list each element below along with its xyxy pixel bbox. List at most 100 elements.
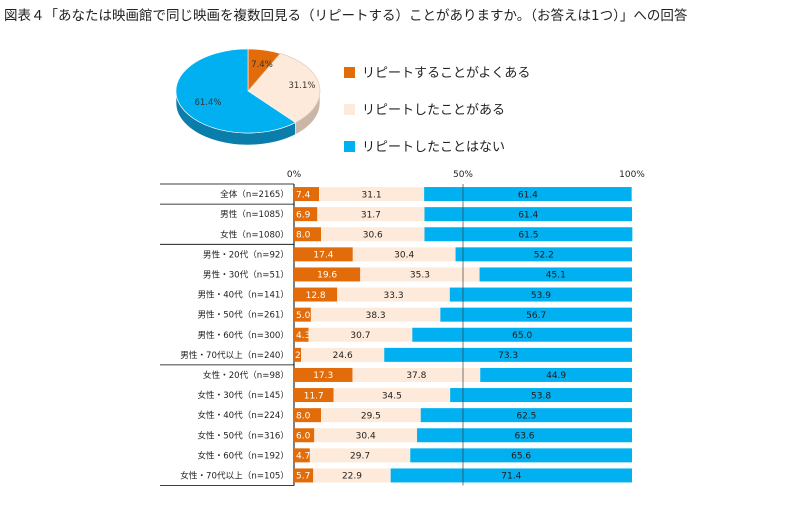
data-label-s2: 53.9 [531,291,551,301]
data-label-s0: 11.7 [304,391,324,401]
bar-segment-s1 [360,267,480,282]
row-label: 男性（n=1085） [220,208,289,220]
bar-segment-s2 [410,448,632,463]
x-tick-1: 50% [453,170,473,180]
data-label-s0: 8.0 [296,230,311,240]
data-label-s1: 35.3 [410,271,430,281]
data-label-s1: 30.7 [350,331,370,341]
bar-segment-s1 [310,307,441,322]
data-label-s2: 52.2 [534,251,554,261]
bar-segment-s0 [294,347,302,362]
pie-label-2: 61.4% [194,98,221,108]
row-label: 女性・60代（n=192） [197,449,289,461]
row-label: 男性・40代（n=141） [197,289,289,301]
data-label-s1: 31.7 [361,210,381,220]
row-label: 男性・60代（n=300） [197,329,289,341]
bar-segment-s1 [321,227,425,242]
row-label: 女性・30代（n=145） [197,389,289,401]
bar-segment-s0 [294,287,338,302]
bar-segment-s2 [424,227,633,242]
pie-slice-2 [175,48,297,134]
data-label-s0: 5.7 [296,472,310,482]
bar-segment-s1 [319,187,425,202]
bar-segment-s2 [424,187,632,202]
figure-title: 図表４「あなたは映画館で同じ映画を複数回見る（リピートする）ことがありますか。（… [4,7,688,24]
data-label-s1: 24.6 [333,351,353,361]
row-label: 男性・20代（n=92） [203,248,289,260]
data-label-s2: 53.8 [531,391,551,401]
bar-segment-s1 [313,468,391,483]
bar-segment-s0 [294,367,353,382]
data-label-s1: 37.8 [406,371,426,381]
data-label-s1: 38.3 [366,311,386,321]
legend-swatch-0 [344,67,355,78]
bar-segment-s0 [294,207,318,222]
data-label-s0: 5.0 [296,311,311,321]
row-label: 女性・40代（n=224） [197,409,289,421]
data-label-s0: 17.4 [313,251,333,261]
data-label-s1: 22.9 [342,472,362,482]
data-label-s2: 65.6 [511,452,531,462]
data-label-s0: 19.6 [317,271,337,281]
bar-segment-s2 [479,267,632,282]
bar-segment-s0 [294,187,320,202]
data-label-s1: 30.4 [394,251,414,261]
bar-segment-s2 [420,408,632,423]
legend-swatch-1 [344,104,355,115]
data-label-s1: 33.3 [384,291,404,301]
row-label: 全体（n=2165） [220,188,289,200]
bar-segment-s2 [450,388,632,403]
data-label-s0: 17.3 [313,371,333,381]
data-label-s0: 6.0 [296,431,311,441]
data-label-s2: 73.3 [498,351,518,361]
row-label: 男性・50代（n=261） [197,309,289,321]
bar-segment-s0 [294,247,353,262]
bar-segment-s0 [294,327,309,342]
data-label-s1: 29.5 [361,411,381,421]
data-label-s0: 7.4 [296,190,311,200]
bar-segment-s0 [294,307,311,322]
bar-segment-s2 [449,287,632,302]
pie-label-0: 7.4% [251,60,273,70]
bar-segment-s1 [337,287,450,302]
data-label-s0: 4.3 [296,331,310,341]
bar-segment-s2 [384,347,632,362]
data-label-s2: 61.5 [518,230,538,240]
data-label-s2: 45.1 [546,271,566,281]
data-label-s2: 61.4 [518,210,538,220]
data-label-s1: 30.4 [356,431,376,441]
pie-slice-1 [247,53,321,123]
row-label: 女性・70代以上（n=105） [180,469,289,481]
bar-segment-s0 [294,408,322,423]
data-label-s2: 63.6 [514,431,534,441]
bar-segment-s0 [294,448,310,463]
stacked-bar-chart: 0% 50% 100% 全体（n=2165） 7.4 31.1 61.4 男性（n=1085）… [160,170,645,486]
bar-segment-s2 [412,327,632,342]
legend-swatch-2 [344,141,355,152]
data-label-s0: 8.0 [296,411,311,421]
row-label: 男性・30代（n=51） [203,268,289,280]
legend-label-0: リピートすることがよくある [362,66,530,81]
bar-segment-s1 [317,207,425,222]
data-label-s2: 61.4 [518,190,538,200]
bar-segment-s2 [424,207,632,222]
bar-segment-s0 [294,388,334,403]
bar-segment-s2 [455,247,632,262]
data-label-s2: 62.5 [516,411,536,421]
data-label-s0: 4.7 [296,452,310,462]
bar-segment-s0 [294,428,315,443]
pie-label-1: 31.1% [288,81,315,91]
x-tick-2: 100% [619,170,645,180]
bar-segment-s0 [294,227,322,242]
data-label-s2: 71.4 [501,472,521,482]
bar-segment-s0 [294,468,314,483]
data-label-s1: 34.5 [382,391,402,401]
bar-segment-s1 [352,367,481,382]
bar-segment-s1 [321,408,421,423]
data-label-s0: 12.8 [306,291,326,301]
data-label-s1: 31.1 [362,190,382,200]
row-label: 女性（n=1080） [220,228,289,240]
